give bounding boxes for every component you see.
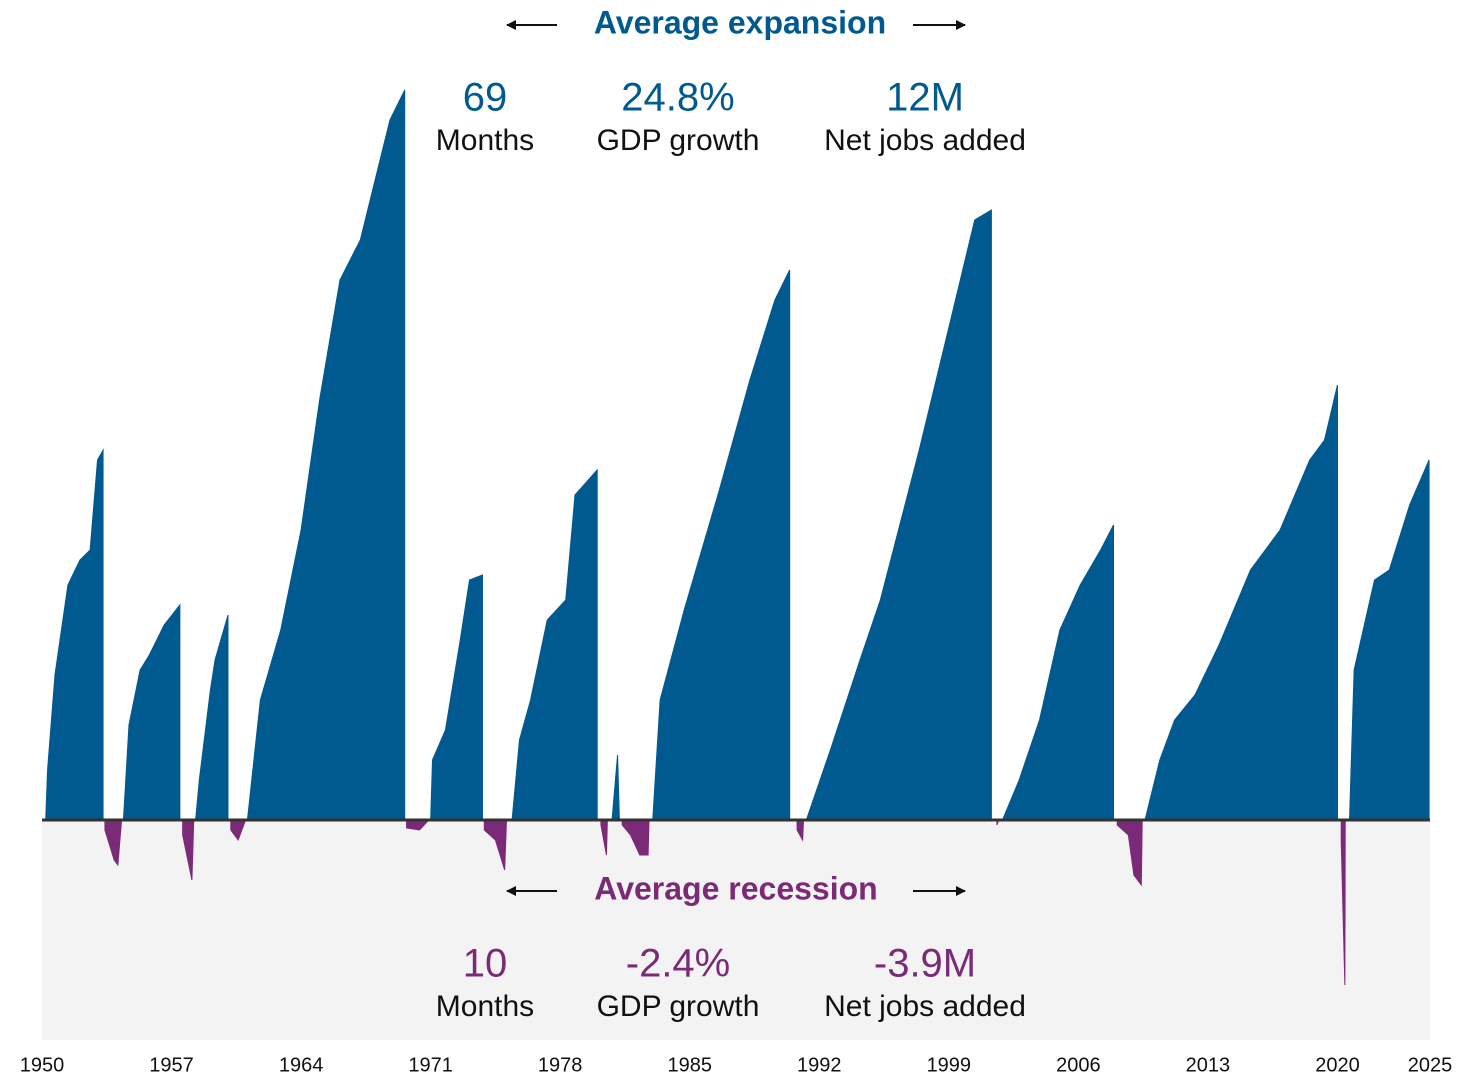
area [122,603,181,821]
stat-value: 69 [463,76,508,120]
x-tick-label: 1964 [279,1054,324,1076]
stat-label: GDP growth [597,990,760,1023]
area [1001,524,1115,821]
area [430,574,483,821]
x-tick-label: 1985 [667,1054,712,1076]
area [45,448,104,821]
stat-value: 10 [463,942,508,986]
x-tick-label: 1999 [927,1054,972,1076]
x-tick-label: 2013 [1186,1054,1231,1076]
stat-label: Net jobs added [824,990,1026,1023]
x-tick-label: 1950 [20,1054,65,1076]
stat-value: 24.8% [621,76,734,120]
stat-value: 12M [886,76,964,120]
recession-title: Average recession [594,870,877,906]
stat-value: -2.4% [626,942,731,986]
area [246,89,406,821]
area [195,614,229,821]
x-tick-label: 1957 [149,1054,194,1076]
stat-label: Months [436,990,534,1023]
stat-label: GDP growth [597,124,760,157]
area [652,269,791,821]
x-tick-label: 2020 [1315,1054,1360,1076]
stat-label: Months [436,124,534,157]
area [805,209,992,821]
expansion-title: Average expansion [594,4,886,40]
x-tick-label: 1978 [538,1054,583,1076]
x-tick-label: 2006 [1056,1054,1101,1076]
area [1144,384,1338,821]
stat-value: -3.9M [874,942,976,986]
recession-background [42,820,1430,1040]
stat-label: Net jobs added [824,124,1026,157]
x-tick-label: 2025 [1408,1054,1453,1076]
x-tick-label: 1992 [797,1054,842,1076]
area [611,754,620,821]
area [511,468,598,821]
areas [45,89,1430,986]
area [1348,459,1430,821]
x-tick-label: 1971 [408,1054,453,1076]
